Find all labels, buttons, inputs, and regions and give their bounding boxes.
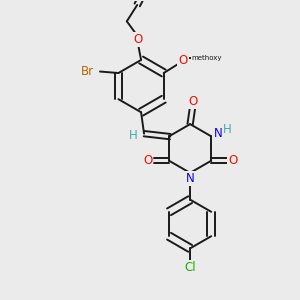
Text: O: O (143, 154, 152, 167)
Text: O: O (228, 154, 237, 167)
Text: O: O (178, 54, 188, 67)
Text: H: H (128, 129, 137, 142)
Text: Cl: Cl (184, 261, 196, 274)
Text: O: O (188, 95, 197, 108)
Text: N: N (213, 128, 222, 140)
Text: methoxy: methoxy (191, 55, 222, 61)
Text: O: O (134, 33, 143, 46)
Text: N: N (186, 172, 194, 185)
Text: H: H (223, 123, 232, 136)
Text: Br: Br (81, 65, 94, 78)
